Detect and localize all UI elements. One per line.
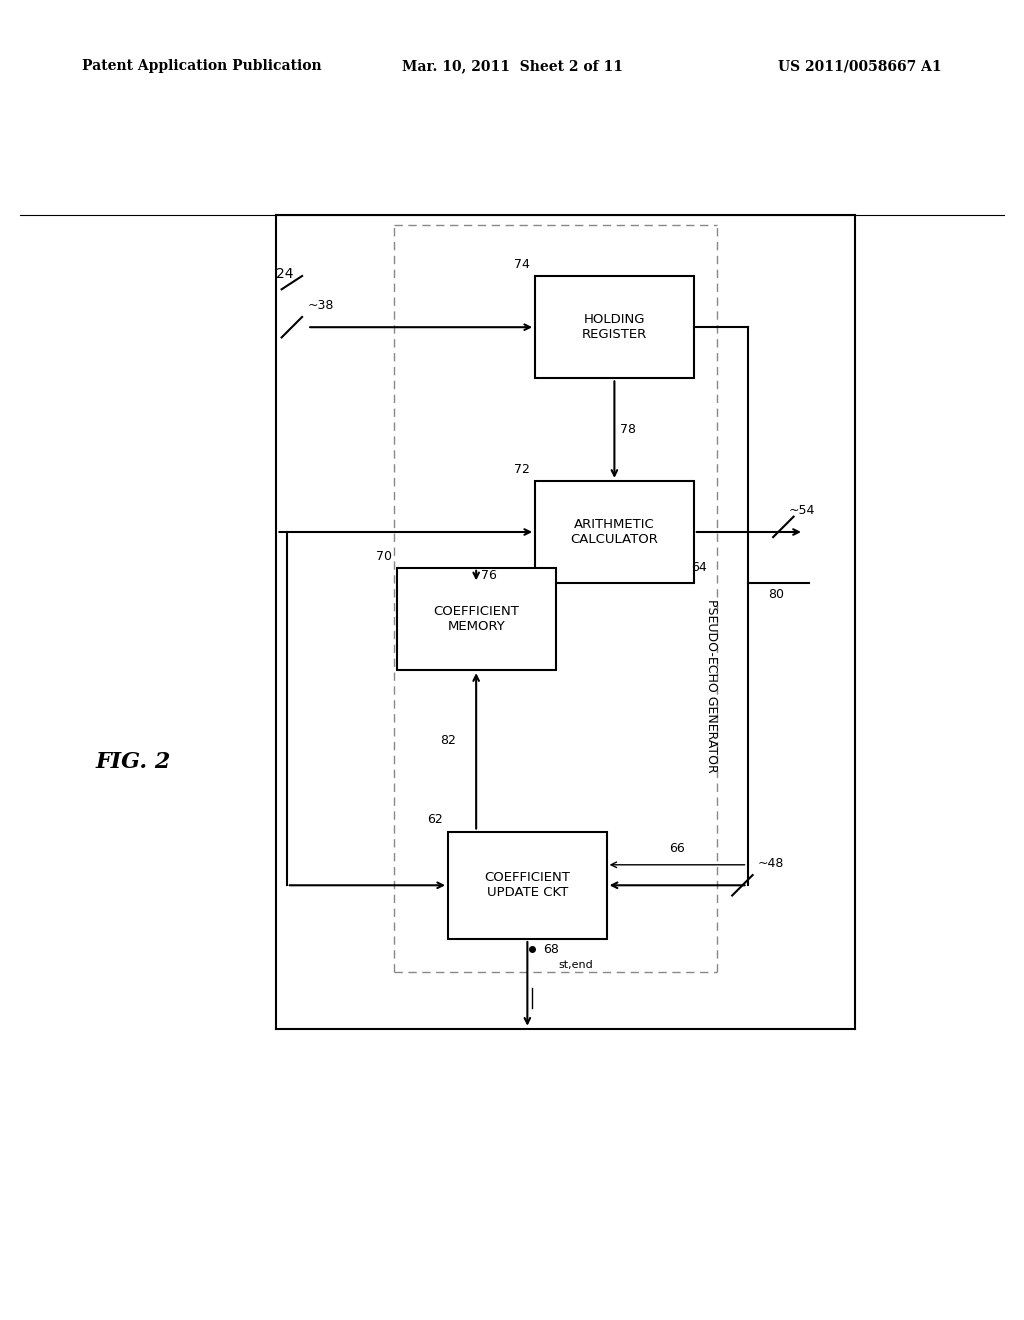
FancyBboxPatch shape [535, 276, 694, 379]
Text: US 2011/0058667 A1: US 2011/0058667 A1 [778, 59, 942, 74]
Text: PSEUDO-ECHO GENERATOR: PSEUDO-ECHO GENERATOR [706, 598, 718, 772]
FancyBboxPatch shape [397, 568, 555, 671]
FancyBboxPatch shape [535, 480, 694, 583]
Text: 76: 76 [481, 569, 498, 582]
Text: 62: 62 [427, 813, 442, 826]
Text: FIG. 2: FIG. 2 [95, 751, 171, 774]
Text: 64: 64 [691, 561, 707, 574]
Text: 68: 68 [543, 942, 559, 956]
Text: COEFFICIENT
MEMORY: COEFFICIENT MEMORY [433, 605, 519, 634]
Text: 24: 24 [276, 267, 294, 281]
Text: 72: 72 [514, 463, 530, 475]
Text: 74: 74 [514, 257, 530, 271]
Text: 80: 80 [768, 589, 784, 602]
Text: 82: 82 [439, 734, 456, 747]
Text: Patent Application Publication: Patent Application Publication [82, 59, 322, 74]
Text: 66: 66 [670, 842, 685, 854]
Text: st,end: st,end [558, 960, 593, 970]
Text: HOLDING
REGISTER: HOLDING REGISTER [582, 313, 647, 341]
Text: 70: 70 [376, 549, 391, 562]
Text: COEFFICIENT
UPDATE CKT: COEFFICIENT UPDATE CKT [484, 871, 570, 899]
Text: 78: 78 [620, 424, 636, 436]
Text: Mar. 10, 2011  Sheet 2 of 11: Mar. 10, 2011 Sheet 2 of 11 [401, 59, 623, 74]
Text: ARITHMETIC
CALCULATOR: ARITHMETIC CALCULATOR [570, 517, 658, 546]
FancyBboxPatch shape [449, 832, 606, 939]
Text: ~38: ~38 [307, 298, 334, 312]
Text: ~54: ~54 [788, 504, 815, 516]
Text: ~48: ~48 [758, 857, 784, 870]
